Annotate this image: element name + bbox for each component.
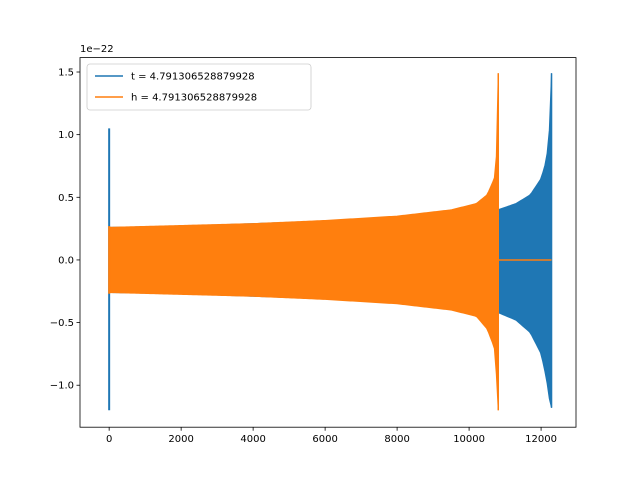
y-tick-label: 1.0: [58, 130, 74, 141]
x-tick-label: 0: [106, 434, 112, 445]
legend-label-h: h = 4.791306528879928: [131, 93, 257, 104]
y-tick-label: −0.5: [50, 318, 74, 329]
axes-frame: [79, 57, 577, 428]
legend-box: [86, 63, 312, 111]
x-tick-label: 12000: [525, 434, 557, 445]
x-tick-label: 10000: [453, 434, 485, 445]
y-tick-label: 1.5: [58, 68, 74, 79]
y-tick-label: 0.5: [58, 193, 74, 204]
y-axis: −1.0 −0.5 0.0 0.5 1.0 1.5: [50, 68, 80, 392]
x-tick-label: 6000: [312, 434, 337, 445]
y-offset-label: 1e−22: [80, 44, 114, 55]
y-tick-label: −1.0: [50, 381, 74, 392]
series-1: [108, 73, 552, 411]
y-tick-label: 0.0: [58, 255, 74, 266]
legend-label-t: t = 4.791306528879928: [131, 72, 255, 83]
x-tick-label: 8000: [384, 434, 409, 445]
x-tick-label: 2000: [168, 434, 193, 445]
x-axis: 0 2000 4000 6000 8000 10000 12000: [106, 427, 557, 445]
plot-area: [108, 73, 553, 411]
x-tick-label: 4000: [240, 434, 265, 445]
series-1-oscillation-band: [108, 73, 499, 411]
legend: t = 4.791306528879928 h = 4.791306528879…: [86, 63, 312, 111]
